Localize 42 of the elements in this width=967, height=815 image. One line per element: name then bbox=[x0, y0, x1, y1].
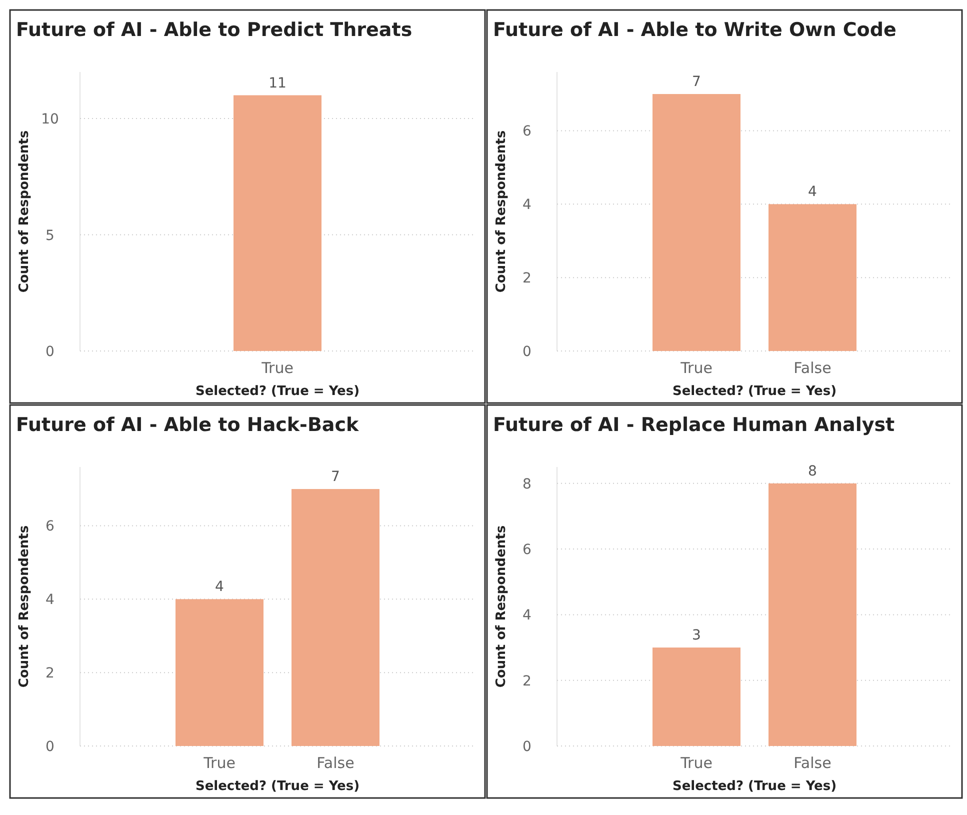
x-tick-label: True bbox=[680, 359, 712, 377]
x-tick-label: False bbox=[794, 754, 832, 772]
x-axis-title: Selected? (True = Yes) bbox=[672, 384, 837, 399]
data-label: 4 bbox=[215, 579, 224, 596]
y-axis-title: Count of Respondents bbox=[494, 525, 509, 688]
y-tick-label: 5 bbox=[46, 228, 54, 244]
data-label: 7 bbox=[692, 74, 701, 90]
chart-title: Future of AI - Replace Human Analyst bbox=[493, 414, 895, 436]
y-axis-title: Count of Respondents bbox=[494, 130, 509, 293]
y-tick-label: 0 bbox=[46, 344, 54, 360]
y-tick-label: 4 bbox=[522, 197, 532, 214]
y-tick-label: 4 bbox=[522, 608, 532, 624]
chart-title: Future of AI - Able to Hack-Back bbox=[16, 414, 360, 436]
y-tick-label: 0 bbox=[522, 739, 532, 755]
y-tick-label: 0 bbox=[522, 344, 532, 360]
y-tick-label: 6 bbox=[522, 542, 532, 558]
x-axis-title: Selected? (True = Yes) bbox=[195, 384, 360, 399]
x-axis-title: Selected? (True = Yes) bbox=[195, 779, 360, 794]
x-tick-label: True bbox=[202, 754, 236, 772]
x-tick-label: True bbox=[260, 359, 294, 377]
data-label: 4 bbox=[808, 184, 818, 200]
x-tick-label: False bbox=[316, 754, 354, 772]
chart-title: Future of AI - Able to Write Own Code bbox=[493, 19, 896, 41]
chart-title: Future of AI - Able to Predict Threats bbox=[16, 19, 412, 41]
y-tick-label: 10 bbox=[41, 112, 59, 128]
y-tick-label: 2 bbox=[46, 666, 54, 682]
y-tick-label: 2 bbox=[522, 673, 532, 690]
y-tick-label: 0 bbox=[46, 739, 54, 755]
y-tick-label: 6 bbox=[522, 124, 532, 140]
data-label: 8 bbox=[808, 463, 817, 480]
y-tick-label: 6 bbox=[46, 518, 55, 535]
data-label: 11 bbox=[268, 75, 286, 92]
y-axis-title: Count of Respondents bbox=[17, 525, 32, 688]
x-axis-title: Selected? (True = Yes) bbox=[672, 779, 837, 794]
y-tick-label: 8 bbox=[522, 476, 532, 492]
data-label: 7 bbox=[331, 469, 340, 486]
x-tick-label: False bbox=[794, 359, 832, 377]
y-tick-label: 2 bbox=[522, 270, 532, 287]
data-label: 3 bbox=[692, 628, 701, 644]
y-axis-title: Count of Respondents bbox=[17, 130, 32, 293]
x-tick-label: True bbox=[680, 754, 712, 772]
y-tick-label: 4 bbox=[46, 592, 55, 608]
